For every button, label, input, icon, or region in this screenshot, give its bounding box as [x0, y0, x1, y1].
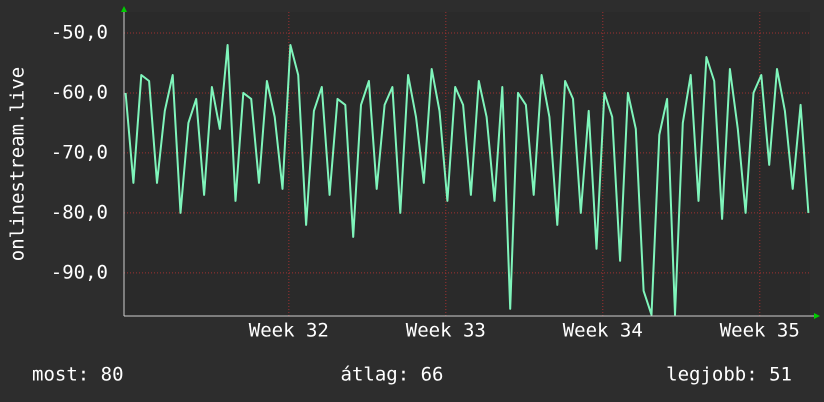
y-tick-label: -80,0	[51, 201, 108, 223]
axis-arrow	[814, 313, 820, 319]
x-tick-label: Week 32	[249, 320, 329, 342]
y-tick-label: -90,0	[51, 261, 108, 283]
y-tick-label: -70,0	[51, 141, 108, 163]
x-tick-label: Week 34	[563, 320, 643, 342]
x-tick-label: Week 33	[406, 320, 486, 342]
data-line	[124, 44, 810, 316]
footer-average: átlag: 66	[341, 364, 444, 386]
y-axis-label: onlinestream.live	[7, 67, 29, 261]
x-tick-label: Week 35	[720, 320, 800, 342]
footer-best: legjobb: 51	[666, 364, 792, 386]
footer-current: most: 80	[32, 364, 124, 386]
axis-arrow	[121, 6, 127, 12]
y-tick-label: -60,0	[51, 81, 108, 103]
y-tick-label: -50,0	[51, 21, 108, 43]
